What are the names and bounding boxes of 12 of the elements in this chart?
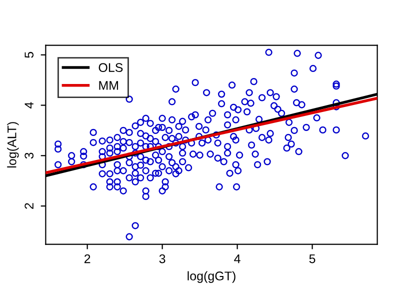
y-axis-title: log(ALT)	[7, 122, 19, 168]
y-tick-label: 5	[24, 52, 34, 58]
x-tick-label: 5	[309, 254, 316, 264]
x-axis-title: log(gGT)	[188, 271, 236, 283]
y-tick-label: 3	[24, 152, 34, 159]
x-tick-label: 3	[159, 254, 166, 264]
legend-label: MM	[99, 81, 118, 90]
y-tick-label: 2	[24, 203, 34, 209]
legend-label: OLS	[98, 63, 123, 72]
x-tick-label: 4	[234, 254, 240, 264]
x-tick-label: 2	[84, 254, 90, 264]
y-tick-label: 4	[24, 102, 34, 108]
